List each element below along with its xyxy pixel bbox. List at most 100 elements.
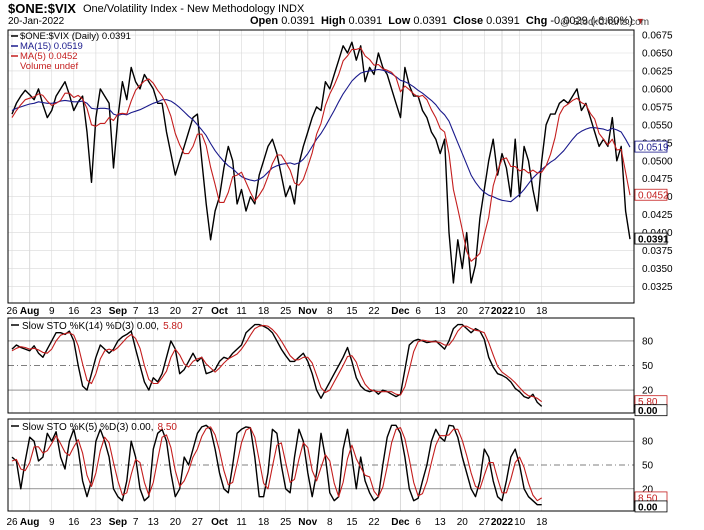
panel-frame — [7, 29, 635, 304]
x-tick-label: 25 — [280, 306, 292, 317]
y-tick-label: 0.0350 — [642, 264, 673, 275]
series-line-2-2 — [11, 324, 543, 403]
y-tick-label: 0.0650 — [642, 48, 673, 59]
chart-instrument-name: One/Volatility Index - New Methodology I… — [83, 3, 305, 15]
x-tick-label: 6 — [415, 306, 421, 317]
y-tick-label: 50 — [642, 461, 654, 472]
y-tick-label: 0.0325 — [642, 282, 673, 293]
x-tick-label: 16 — [68, 517, 80, 528]
y-tick-label: 50 — [642, 361, 654, 372]
x-tick-label: Aug — [20, 517, 39, 528]
x-tick-label: Sep — [109, 306, 127, 317]
stockcharts-watermark: @ StockCharts.com — [560, 17, 650, 28]
last-value-box — [634, 140, 668, 153]
x-tick-label: 20 — [457, 517, 469, 528]
x-tick-label: 13 — [148, 517, 160, 528]
y-tick-label: 0.0625 — [642, 66, 673, 77]
series-line-3-2 — [11, 426, 542, 502]
y-tick-label: 0.0375 — [642, 246, 673, 257]
x-tick-label: 27 — [479, 306, 491, 317]
x-tick-label: 23 — [90, 517, 102, 528]
last-value-label: 5.80 — [638, 397, 658, 408]
x-tick-label: 9 — [49, 306, 55, 317]
x-tick-label: Oct — [211, 306, 228, 317]
x-tick-label: 18 — [258, 517, 270, 528]
series-line-1-2 — [11, 68, 631, 203]
x-tick-label: 20 — [170, 517, 182, 528]
last-value-box — [634, 500, 668, 513]
x-tick-label: 7 — [133, 306, 139, 317]
indicator-legend: Slow STO %K(14) %D(3) 0.00, — [22, 321, 159, 332]
x-tick-label: Oct — [211, 517, 228, 528]
legend-entry: MA(5) 0.0452 — [20, 51, 78, 62]
series-line-2-1 — [11, 323, 543, 407]
x-tick-label: 27 — [479, 517, 491, 528]
x-tick-label: 8 — [327, 517, 333, 528]
chg-value: -0.0029 (-6.80%) — [550, 15, 633, 27]
x-tick-label: 18 — [258, 306, 270, 317]
x-tick-label: 15 — [346, 517, 358, 528]
last-value-box — [634, 188, 668, 201]
down-arrow-icon: ▼ — [635, 16, 645, 26]
indicator-legend-value: 5.80 — [163, 321, 183, 332]
legend-entry: MA(15) 0.0519 — [20, 41, 83, 52]
x-tick-label: Nov — [298, 306, 317, 317]
x-tick-label: 26 — [6, 306, 18, 317]
series-line-1-3 — [11, 47, 631, 262]
x-tick-label: 27 — [192, 306, 204, 317]
x-tick-label: 13 — [148, 306, 160, 317]
x-tick-label: 16 — [68, 306, 80, 317]
x-tick-label: 18 — [536, 517, 548, 528]
y-tick-label: 80 — [642, 437, 654, 448]
chart-header: $ONE:$VIX One/Volatility Index - New Met… — [0, 0, 704, 30]
high-label: High — [320, 15, 346, 27]
x-tick-label: 11 — [236, 517, 247, 528]
legend-entry: Volume undef — [20, 61, 78, 72]
y-tick-label: 20 — [642, 484, 654, 495]
y-tick-label: 0.0425 — [642, 210, 673, 221]
x-tick-label: 2022 — [491, 517, 514, 528]
ohlc-readout: Open 0.0391 High 0.0391 Low 0.0391 Close… — [250, 15, 645, 27]
last-value-box — [634, 404, 668, 417]
indicator-legend: Slow STO %K(5) %D(3) 0.00, — [22, 422, 154, 433]
low-label: Low — [388, 15, 411, 27]
x-tick-label: 11 — [236, 306, 247, 317]
x-tick-label: 6 — [415, 517, 421, 528]
close-label: Close — [453, 15, 484, 27]
sto5-panel: 80 50 208.500.00 Slow STO %K(5) %D(3) 0.00,… — [7, 418, 668, 513]
y-tick-label: 20 — [642, 386, 654, 397]
x-tick-label: 22 — [368, 306, 380, 317]
last-value-label: 8.50 — [638, 493, 658, 504]
x-tick-label: 23 — [90, 306, 102, 317]
high-value: 0.0391 — [348, 15, 383, 27]
legend-entry: $ONE:$VIX (Daily) 0.0391 — [20, 31, 131, 42]
panel-frame — [7, 418, 635, 512]
x-tick-label: 27 — [192, 517, 204, 528]
x-tick-label: 20 — [457, 306, 469, 317]
open-label: Open — [250, 15, 279, 27]
series-line-3-1 — [11, 424, 542, 506]
x-tick-label: Dec — [391, 517, 410, 528]
x-tick-label: 18 — [536, 306, 548, 317]
chart-symbol: $ONE:$VIX — [8, 1, 76, 16]
series-line-1-1 — [11, 41, 631, 284]
last-value-label: 0.00 — [638, 502, 658, 513]
x-tick-label: 13 — [435, 517, 447, 528]
x-tick-label: Aug — [20, 306, 39, 317]
last-value-label: 0.0519 — [638, 143, 669, 154]
x-tick-label: Sep — [109, 517, 127, 528]
last-value-label: 0.00 — [638, 406, 658, 417]
last-value-label: 0.0391 — [638, 235, 669, 246]
y-tick-label: 0.0575 — [642, 102, 673, 113]
panel-frame — [7, 317, 635, 414]
close-value: 0.0391 — [486, 15, 520, 27]
x-tick-label: 15 — [346, 306, 358, 317]
x-tick-label: Nov — [298, 517, 317, 528]
y-tick-label: 80 — [642, 336, 654, 347]
price-panel: 0.0675 0.0650 0.0625 0.0600 0.0575 0.0550 0.05… — [7, 29, 673, 304]
open-value: 0.0391 — [281, 15, 315, 27]
y-tick-label: 0.0475 — [642, 174, 673, 185]
low-value: 0.0391 — [413, 15, 447, 27]
